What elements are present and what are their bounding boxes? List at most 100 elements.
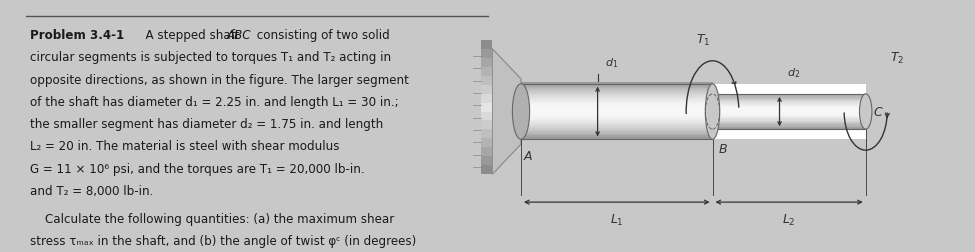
Text: $A$: $A$ (523, 149, 533, 162)
Bar (713, 126, 866, 127)
Text: G = 11 × 10⁶ psi, and the torques are T₁ = 20,000 lb-in.: G = 11 × 10⁶ psi, and the torques are T₁… (30, 162, 365, 175)
Text: $T_1$: $T_1$ (696, 33, 710, 48)
Bar (713, 93, 866, 94)
Bar (521, 111, 713, 113)
Bar (521, 82, 713, 84)
Bar (521, 132, 713, 134)
Bar (521, 130, 713, 132)
Text: opposite directions, as shown in the figure. The larger segment: opposite directions, as shown in the fig… (30, 73, 409, 86)
Bar (521, 92, 713, 94)
Bar (713, 122, 866, 123)
Bar (481, 41, 492, 49)
Bar (521, 94, 713, 96)
Text: Calculate the following quantities: (a) the maximum shear: Calculate the following quantities: (a) … (30, 212, 394, 225)
Ellipse shape (513, 84, 529, 140)
Bar (481, 166, 492, 175)
Bar (521, 138, 713, 140)
Text: $B$: $B$ (719, 142, 728, 155)
Bar (713, 129, 866, 130)
Bar (481, 94, 492, 103)
Bar (713, 105, 866, 107)
Bar (713, 101, 866, 102)
Bar (521, 105, 713, 107)
Bar (521, 86, 713, 88)
Text: $C$: $C$ (874, 106, 884, 118)
Bar (713, 110, 866, 111)
Text: L₂ = 20 in. The material is steel with shear modulus: L₂ = 20 in. The material is steel with s… (30, 140, 339, 153)
Text: consisting of two solid: consisting of two solid (253, 29, 390, 42)
Bar (713, 119, 866, 120)
Bar (521, 102, 713, 104)
Bar (521, 115, 713, 117)
Bar (713, 84, 866, 94)
Bar (521, 127, 713, 128)
Bar (713, 97, 866, 98)
Bar (521, 134, 713, 136)
Text: circular segments is subjected to torques T₁ and T₂ acting in: circular segments is subjected to torque… (30, 51, 391, 64)
Bar (481, 157, 492, 166)
Bar (713, 108, 866, 109)
Bar (521, 122, 713, 124)
Bar (481, 76, 492, 85)
Text: $d_2$: $d_2$ (787, 66, 800, 80)
Bar (481, 139, 492, 148)
Bar (713, 116, 866, 117)
Bar (713, 121, 866, 122)
Bar (713, 125, 866, 126)
Bar (481, 103, 492, 112)
Text: Problem 3.4-1: Problem 3.4-1 (30, 29, 124, 42)
Bar (481, 67, 492, 76)
Bar (713, 94, 866, 96)
Bar (521, 124, 713, 127)
Bar (521, 109, 713, 111)
Bar (521, 121, 713, 122)
Text: ABC: ABC (227, 29, 252, 42)
Polygon shape (492, 49, 521, 175)
Text: $d_1$: $d_1$ (605, 56, 618, 70)
Bar (481, 121, 492, 130)
Bar (521, 90, 713, 92)
Bar (481, 85, 492, 94)
Bar (521, 117, 713, 119)
Bar (713, 99, 866, 101)
Bar (713, 117, 866, 119)
Bar (521, 119, 713, 121)
Bar (481, 112, 492, 121)
Text: $T_2$: $T_2$ (889, 51, 904, 66)
Ellipse shape (860, 94, 872, 130)
Text: and T₂ = 8,000 lb-in.: and T₂ = 8,000 lb-in. (30, 184, 153, 197)
Bar (713, 115, 866, 116)
Bar (713, 109, 866, 110)
Bar (521, 96, 713, 98)
Bar (713, 107, 866, 108)
Bar (521, 128, 713, 130)
Bar (521, 107, 713, 109)
Text: $L_1$: $L_1$ (610, 212, 624, 227)
Bar (713, 102, 866, 103)
Bar (713, 120, 866, 121)
Bar (713, 98, 866, 99)
Bar (713, 127, 866, 129)
Bar (481, 58, 492, 67)
Text: stress τₘₐₓ in the shaft, and (b) the angle of twist φᶜ (in degrees): stress τₘₐₓ in the shaft, and (b) the an… (30, 234, 416, 247)
Bar (521, 84, 713, 86)
Bar (713, 123, 866, 125)
Bar (713, 111, 866, 113)
Text: the smaller segment has diameter d₂ = 1.75 in. and length: the smaller segment has diameter d₂ = 1.… (30, 118, 383, 131)
Bar (521, 98, 713, 100)
Text: A stepped shaft: A stepped shaft (138, 29, 244, 42)
Bar (521, 104, 713, 105)
Bar (481, 148, 492, 157)
Bar (521, 84, 713, 140)
Bar (481, 130, 492, 139)
Bar (481, 49, 492, 58)
Bar (521, 136, 713, 138)
Text: of the shaft has diameter d₁ = 2.25 in. and length L₁ = 30 in.;: of the shaft has diameter d₁ = 2.25 in. … (30, 96, 399, 108)
Bar (713, 113, 866, 114)
Text: $L_2$: $L_2$ (782, 212, 796, 227)
Bar (713, 94, 866, 130)
Bar (713, 103, 866, 104)
Bar (713, 96, 866, 97)
Bar (713, 114, 866, 115)
Bar (521, 88, 713, 90)
